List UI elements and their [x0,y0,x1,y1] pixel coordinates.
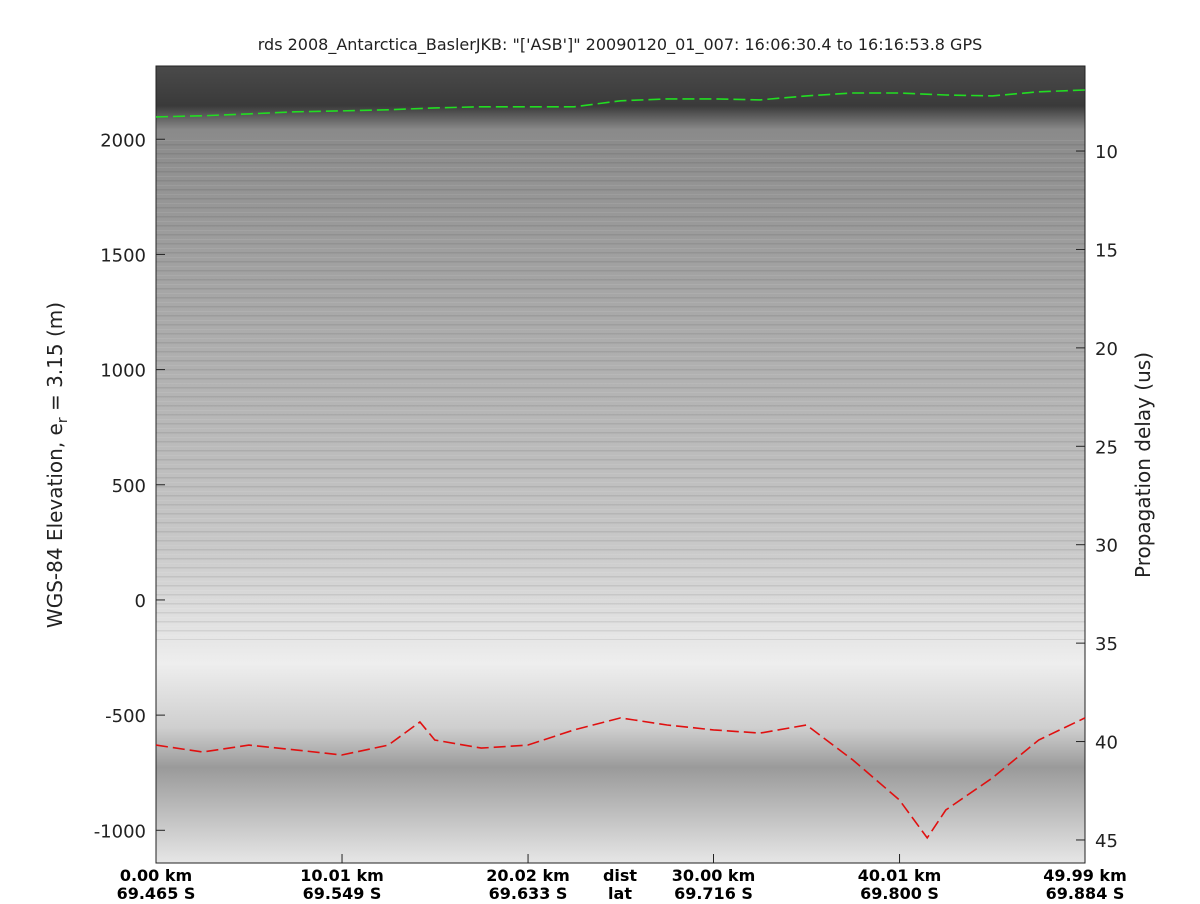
x-tick-label: 40.01 km [858,866,942,885]
y-tick-label: 500 [112,476,146,497]
x-tick-lat-label: 69.465 S [117,884,196,900]
x-tick-lat-label: 69.716 S [674,884,753,900]
x-tick-label: 10.01 km [300,866,384,885]
y-tick-label: -500 [105,706,146,727]
x-tick-lat-label: 69.633 S [489,884,568,900]
y2-tick-label: 15 [1095,240,1118,261]
y2-tick-label: 25 [1095,437,1118,458]
y-label-main: WGS-84 Elevation, e [43,423,67,628]
x-tick-lat-label: 69.884 S [1046,884,1125,900]
series-line [155,89,1086,118]
y2-tick-label: 20 [1095,339,1118,360]
x-axis-label-lat: lat [608,884,632,900]
y-tick-label: 2000 [100,130,146,151]
y-tick-label: 1500 [100,245,146,266]
x-tick-label: 30.00 km [672,866,756,885]
y-tick-label: -1000 [94,821,146,842]
x-axis-label: dist [603,866,637,885]
y2-tick-label: 40 [1095,733,1118,754]
x-tick-lat-label: 69.800 S [860,884,939,900]
x-tick-lat-label: 69.549 S [303,884,382,900]
y2-tick-label: 30 [1095,536,1118,557]
x-tick-label: 49.99 km [1043,866,1127,885]
chart-title: rds 2008_Antarctica_BaslerJKB: "['ASB']"… [258,35,983,55]
y2-tick-label: 35 [1095,634,1118,655]
y2-tick-label: 10 [1095,142,1118,163]
series-line [155,717,1086,840]
y-label-sub: r [55,417,71,423]
y-axis-label: WGS-84 Elevation, er = 3.15 (m) [43,302,71,628]
y-tick-label: 0 [135,591,146,612]
y2-axis-label: Propagation delay (us) [1131,352,1155,578]
y2-tick-label: 45 [1095,831,1118,852]
y-tick-label: 1000 [100,361,146,382]
plot-frame [155,65,1086,864]
y-label-tail: = 3.15 (m) [43,302,67,417]
x-tick-label: 0.00 km [120,866,192,885]
x-tick-label: 20.02 km [486,866,570,885]
echogram-layers [156,140,1085,640]
